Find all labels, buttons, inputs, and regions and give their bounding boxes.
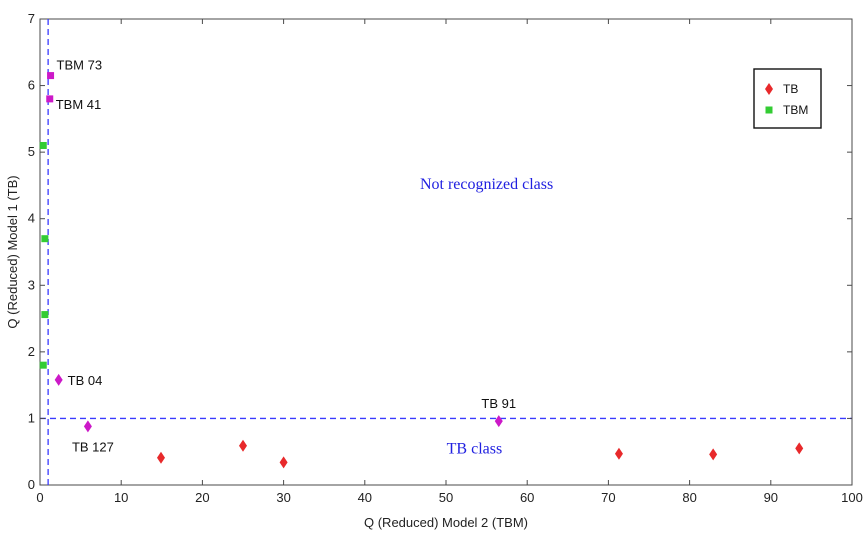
x-tick-label: 90 — [764, 490, 778, 505]
x-tick-label: 60 — [520, 490, 534, 505]
point-label: TB 127 — [72, 439, 114, 454]
x-tick-label: 80 — [682, 490, 696, 505]
tbm-point — [40, 142, 47, 149]
y-tick-label: 6 — [28, 78, 35, 93]
legend-label: TB — [783, 82, 798, 96]
x-tick-label: 20 — [195, 490, 209, 505]
tbm-point — [41, 235, 48, 242]
y-axis-title: Q (Reduced) Model 1 (TB) — [5, 175, 20, 328]
x-axis-title: Q (Reduced) Model 2 (TBM) — [364, 515, 528, 530]
misclassified-point — [47, 72, 54, 79]
tbm-point — [41, 311, 48, 318]
point-label: TBM 41 — [56, 97, 102, 112]
x-tick-label: 40 — [358, 490, 372, 505]
point-label: TB 04 — [68, 373, 103, 388]
x-tick-label: 70 — [601, 490, 615, 505]
region-annotation: Not recognized class — [420, 176, 553, 193]
y-tick-label: 5 — [28, 144, 35, 159]
legend: TB TBM — [754, 69, 821, 128]
legend-marker-tbm — [766, 107, 773, 114]
x-tick-label: 30 — [276, 490, 290, 505]
plot-area — [40, 19, 852, 485]
misclassified-point — [46, 95, 53, 102]
y-tick-label: 2 — [28, 344, 35, 359]
point-label: TBM 73 — [57, 58, 103, 73]
y-tick-label: 7 — [28, 11, 35, 26]
legend-box — [754, 69, 821, 128]
x-tick-label: 10 — [114, 490, 128, 505]
tbm-point — [40, 362, 47, 369]
region-annotation: TB class — [447, 441, 503, 458]
x-tick-label: 0 — [36, 490, 43, 505]
x-tick-label: 50 — [439, 490, 453, 505]
y-tick-label: 4 — [28, 211, 35, 226]
y-tick-label: 0 — [28, 477, 35, 492]
y-tick-label: 1 — [28, 410, 35, 425]
point-label: TB 91 — [481, 396, 516, 411]
y-tick-label: 3 — [28, 277, 35, 292]
x-tick-label: 100 — [841, 490, 863, 505]
plot-frame — [40, 19, 852, 485]
legend-label: TBM — [783, 103, 808, 117]
